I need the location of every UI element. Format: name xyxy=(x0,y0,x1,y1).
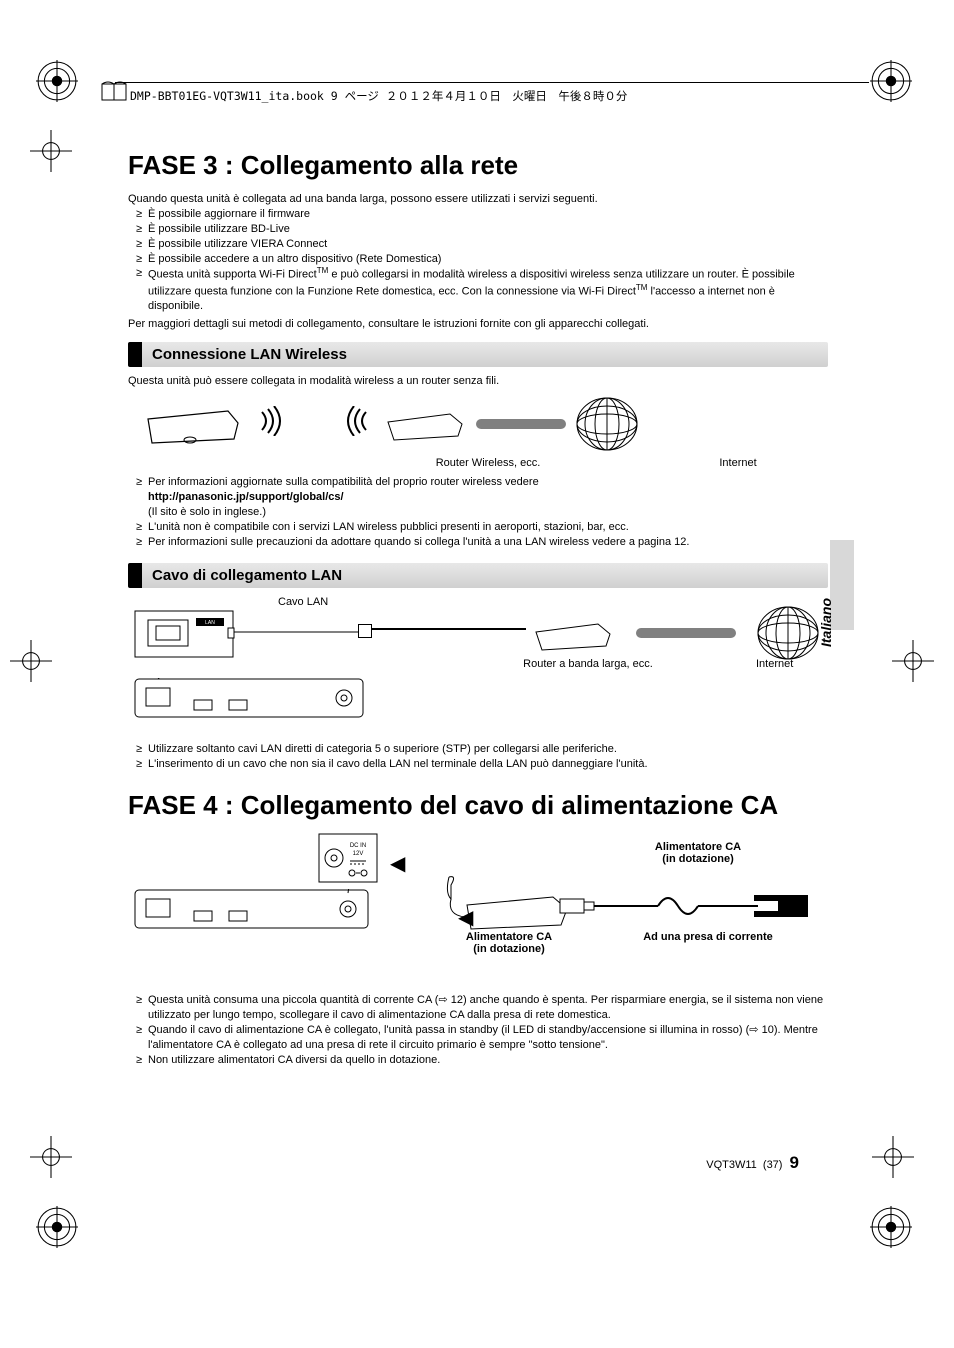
wave-out-icon xyxy=(254,406,288,442)
list-item: Non utilizzare alimentatori CA diversi d… xyxy=(128,1053,828,1068)
doc-code: VQT3W11 xyxy=(706,1159,757,1171)
fase3-note: Per maggiori dettagli sui metodi di coll… xyxy=(128,318,828,330)
connection-bar xyxy=(636,628,736,638)
crop-mark xyxy=(10,640,52,682)
svg-text:DC IN: DC IN xyxy=(350,843,366,849)
power-diagram: DC IN 12V ◀ xyxy=(128,833,828,983)
dc-port-zoom-icon: DC IN 12V xyxy=(318,833,378,883)
lan-notes: Utilizzare soltanto cavi LAN diretti di … xyxy=(128,742,828,772)
page-number: 9 xyxy=(790,1153,799,1172)
globe-icon xyxy=(753,604,823,662)
connection-bar xyxy=(476,419,566,429)
outlet-caption: Ad una presa di corrente xyxy=(608,931,808,943)
fase3-title: FASE 3 : Collegamento alla rete xyxy=(128,150,828,181)
lan-cable-line xyxy=(366,628,526,630)
wireless-captions: Router Wireless, ecc. Internet xyxy=(128,457,828,469)
router-icon xyxy=(380,404,470,444)
svg-text:LAN: LAN xyxy=(205,620,215,626)
list-item: È possibile utilizzare VIERA Connect xyxy=(128,237,828,252)
crop-mark xyxy=(30,130,72,172)
lan-diagram: Cavo LAN LAN xyxy=(128,596,828,736)
device-rear-panel-icon xyxy=(134,889,369,929)
wireless-notes: Per informazioni aggiornate sulla compat… xyxy=(128,475,828,549)
crop-mark xyxy=(892,640,934,682)
registration-mark xyxy=(870,60,912,102)
list-item: Questa unità consuma una piccola quantit… xyxy=(128,993,828,1023)
globe-icon xyxy=(572,395,642,453)
list-item: L'unità non è compatibile con i servizi … xyxy=(128,520,828,535)
fase3-intro: Quando questa unità è collegata ad una b… xyxy=(128,193,828,205)
fase4-notes: Questa unità consuma una piccola quantit… xyxy=(128,993,828,1067)
doc-seq: (37) xyxy=(763,1159,783,1171)
wireless-heading: Connessione LAN Wireless xyxy=(128,342,828,367)
device-rear-panel-icon xyxy=(134,678,364,718)
adapter-caption: Alimentatore CA (in dotazione) xyxy=(434,931,584,955)
fase4-title: FASE 4 : Collegamento del cavo di alimen… xyxy=(128,790,828,821)
fase3-bullets: È possibile aggiornare il firmware È pos… xyxy=(128,207,828,314)
arrow-left-icon: ◀ xyxy=(390,851,405,876)
list-item: Per informazioni sulle precauzioni da ad… xyxy=(128,535,828,550)
crop-mark xyxy=(872,1136,914,1178)
player-device-icon xyxy=(138,395,248,453)
list-item: Per informazioni aggiornate sulla compat… xyxy=(128,475,828,520)
page-footer: VQT3W11 (37) 9 xyxy=(706,1153,799,1173)
wave-in-icon xyxy=(340,406,374,442)
router-icon xyxy=(528,614,618,654)
adapter-label-top: Alimentatore CA (in dotazione) xyxy=(608,841,788,865)
wireless-diagram xyxy=(138,395,828,453)
list-item: L'inserimento di un cavo che non sia il … xyxy=(128,757,828,772)
registration-mark xyxy=(36,1206,78,1248)
list-item: È possibile accedere a un altro disposit… xyxy=(128,252,828,267)
caption-internet: Internet xyxy=(756,658,793,670)
plug-cable-icon xyxy=(558,885,808,930)
registration-mark xyxy=(870,1206,912,1248)
caption-router: Router a banda larga, ecc. xyxy=(508,658,668,670)
crop-mark xyxy=(30,1136,72,1178)
arrow-left-icon: ◀ xyxy=(458,905,473,930)
lan-heading: Cavo di collegamento LAN xyxy=(128,563,828,588)
list-item: Quando il cavo di alimentazione CA è col… xyxy=(128,1023,828,1053)
caption-internet: Internet xyxy=(688,457,788,469)
page-content: FASE 3 : Collegamento alla rete Quando q… xyxy=(128,150,828,1081)
list-item: È possibile utilizzare BD-Live xyxy=(128,222,828,237)
header-filename: DMP-BBT01EG-VQT3W11_ita.book 9 ページ ２０１２年… xyxy=(130,88,627,104)
header-rule xyxy=(115,82,869,83)
wireless-text: Questa unità può essere collegata in mod… xyxy=(128,375,828,387)
list-item: È possibile aggiornare il firmware xyxy=(128,207,828,222)
list-item: Utilizzare soltanto cavi LAN diretti di … xyxy=(128,742,828,757)
list-item: Questa unità supporta Wi-Fi DirectTM e p… xyxy=(128,266,828,314)
svg-text:12V: 12V xyxy=(353,851,364,857)
device-rear-zoom-icon: LAN xyxy=(134,610,364,658)
lan-cable-label: Cavo LAN xyxy=(278,596,328,608)
registration-mark xyxy=(36,60,78,102)
caption-router: Router Wireless, ecc. xyxy=(398,457,578,469)
